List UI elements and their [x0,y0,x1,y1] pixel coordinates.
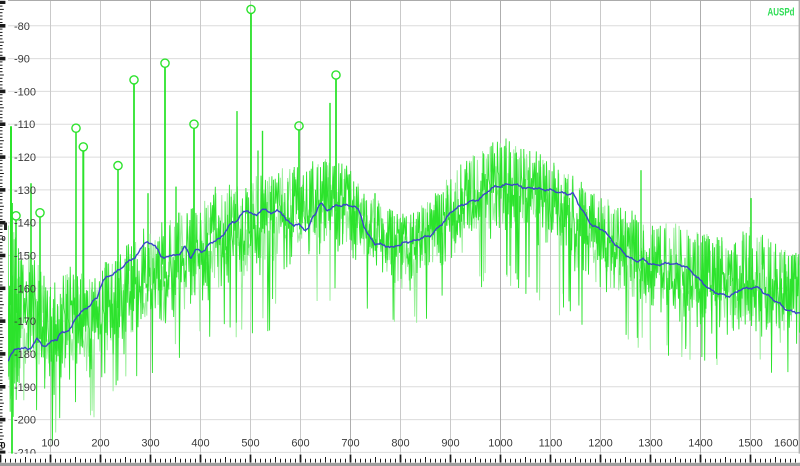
svg-text:-80: -80 [14,21,30,33]
svg-text:0: 0 [2,234,6,243]
svg-text:600: 600 [291,438,309,450]
svg-text:-200: -200 [14,415,36,427]
svg-text:1000: 1000 [488,438,512,450]
svg-text:1500: 1500 [738,438,762,450]
svg-text:900: 900 [441,438,459,450]
svg-text:-120: -120 [14,152,36,164]
svg-text:-140: -140 [14,218,36,230]
svg-text:1100: 1100 [539,438,563,450]
svg-text:-110: -110 [14,119,35,131]
svg-text:-100: -100 [14,86,36,98]
svg-text:-150: -150 [14,251,36,263]
svg-text:300: 300 [141,438,159,450]
svg-text:1400: 1400 [688,438,712,450]
svg-text:100: 100 [41,438,59,450]
svg-text:500: 500 [241,438,259,450]
svg-text:-130: -130 [14,185,36,197]
svg-text:-170: -170 [14,316,36,328]
svg-text:700: 700 [341,438,359,450]
svg-text:800: 800 [391,438,409,450]
svg-text:200: 200 [91,438,109,450]
svg-text:-190: -190 [14,382,36,394]
svg-text:400: 400 [191,438,209,450]
svg-text:0: 0 [1,441,6,451]
svg-text:AUSPd: AUSPd [768,7,795,19]
svg-text:-90: -90 [14,54,30,66]
svg-text:1600: 1600 [774,438,798,450]
svg-text:1200: 1200 [588,438,612,450]
svg-text:1300: 1300 [638,438,662,450]
svg-text:-160: -160 [14,283,36,295]
svg-text:-180: -180 [14,349,36,361]
